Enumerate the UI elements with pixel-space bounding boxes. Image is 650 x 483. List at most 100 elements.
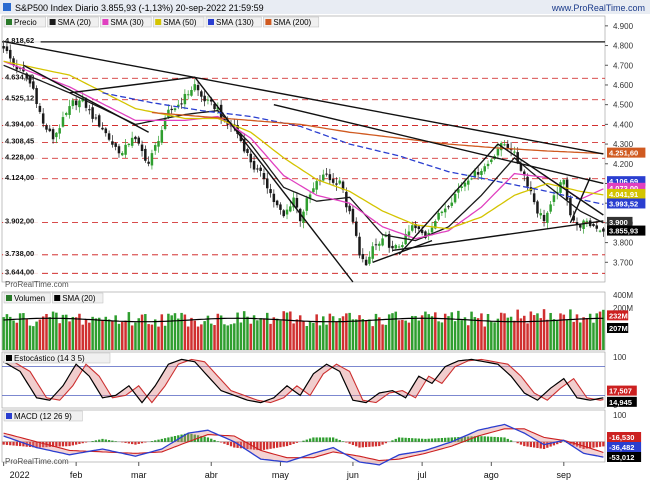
- volume-legend-swatch: [6, 295, 12, 301]
- volume-bar: [460, 320, 463, 350]
- candle-body: [216, 107, 220, 110]
- volume-bar: [153, 319, 157, 350]
- volume-bar: [499, 312, 503, 350]
- volume-bar: [315, 314, 318, 350]
- x-axis: 2022 feb mar abr may jun jul ago sep: [3, 462, 572, 480]
- candle-body: [420, 229, 424, 234]
- candle-body: [104, 128, 108, 134]
- macd-value-label-bg: [607, 442, 642, 452]
- volume-bar: [167, 313, 170, 350]
- candle-body: [45, 125, 48, 130]
- macd-histogram-bar: [252, 441, 256, 450]
- macd-histogram-bar: [374, 441, 378, 447]
- candle-body: [144, 148, 147, 161]
- credit-bottom: ProRealTime.com: [5, 457, 69, 466]
- macd-histogram-bar: [322, 437, 325, 442]
- volume-bar: [341, 316, 345, 350]
- macd-histogram-bar: [111, 440, 114, 442]
- macd-histogram-bar: [134, 441, 137, 445]
- candle-body: [552, 195, 556, 202]
- candle-body: [12, 58, 15, 66]
- volume-bar: [486, 313, 490, 350]
- x-axis-label: sep: [557, 470, 572, 480]
- volume-legend-text: Volumen: [14, 294, 45, 303]
- volume-bar: [351, 319, 355, 350]
- macd-histogram-bar: [414, 438, 417, 442]
- price-value-label-bg: [607, 225, 646, 236]
- candle-body: [262, 173, 266, 180]
- macd-histogram-bar: [5, 441, 9, 445]
- volume-bar: [430, 316, 434, 350]
- volume-sma-line: [3, 317, 604, 323]
- candle-body: [490, 159, 493, 163]
- volume-bar: [470, 311, 473, 350]
- candle-body: [275, 200, 279, 206]
- volume-bar: [150, 324, 154, 350]
- volume-bar: [384, 324, 388, 350]
- candle-body: [84, 98, 88, 108]
- macd-histogram-bar: [391, 440, 394, 442]
- volume-bar: [348, 312, 351, 350]
- candle-body: [457, 189, 460, 193]
- macd-histogram-bar: [180, 434, 183, 442]
- candle-body: [78, 100, 81, 108]
- volume-bar: [18, 313, 22, 350]
- volume-bar: [71, 316, 75, 350]
- macd-histogram-bar: [223, 441, 226, 444]
- volume-bar: [121, 321, 124, 350]
- price-panel: 3.7003.8003.9004.0004.1004.2004.3004.400…: [1, 15, 646, 283]
- credit-top: ProRealTime.com: [5, 280, 69, 289]
- macd-histogram-bar: [275, 441, 279, 448]
- candle-body: [160, 130, 164, 143]
- candle-body: [74, 100, 78, 106]
- macd-histogram-bar: [107, 440, 111, 442]
- candle-body: [582, 220, 585, 230]
- candle-body: [71, 100, 75, 107]
- volume-bar: [450, 312, 454, 350]
- price-y-tick-label: 4.500: [613, 101, 634, 110]
- candle-body: [437, 212, 440, 220]
- volume-bar: [111, 320, 114, 350]
- volume-bar: [173, 313, 177, 350]
- x-axis-label: mar: [131, 470, 147, 480]
- candle-body: [209, 99, 213, 102]
- candle-body: [38, 105, 42, 112]
- candle-body: [25, 73, 28, 79]
- macd-histogram-bar: [74, 441, 78, 445]
- macd-histogram-bar: [351, 441, 355, 446]
- price-legend-box: [3, 16, 46, 28]
- macd-histogram-bar: [503, 437, 506, 442]
- macd-value-label-bg: [607, 432, 642, 442]
- macd-histogram-bar: [51, 441, 55, 447]
- candle-body: [559, 182, 562, 193]
- chart-toggle-icon[interactable]: [3, 3, 11, 11]
- volume-bar: [190, 317, 193, 350]
- volume-bar: [91, 316, 94, 350]
- price-legend-swatch: [102, 19, 109, 25]
- macd-histogram-bar: [71, 441, 74, 446]
- macd-histogram-bar: [598, 441, 602, 447]
- volume-bar: [140, 314, 144, 350]
- macd-histogram-bar: [427, 438, 430, 442]
- macd-histogram-bar: [163, 438, 167, 442]
- volume-bar: [308, 321, 312, 350]
- volume-bar: [523, 315, 526, 350]
- volume-bar: [101, 320, 104, 350]
- macd-histogram-bar: [549, 441, 552, 447]
- macd-histogram-bar: [98, 439, 101, 442]
- volume-bar: [137, 318, 140, 350]
- price-value-label-bg: [607, 188, 646, 199]
- macd-histogram-bar: [58, 441, 61, 447]
- volume-bar: [443, 313, 447, 350]
- volume-bar: [391, 313, 394, 350]
- volume-bar: [196, 326, 200, 350]
- candle-body: [147, 161, 150, 164]
- macd-histogram-bar: [266, 441, 269, 450]
- candle-body: [440, 211, 444, 214]
- macd-histogram-bar: [246, 441, 249, 449]
- volume-bar: [15, 322, 19, 350]
- macd-histogram-bar: [569, 441, 572, 445]
- stochastic-value-label: 17,507: [609, 387, 632, 396]
- volume-bar: [434, 312, 437, 350]
